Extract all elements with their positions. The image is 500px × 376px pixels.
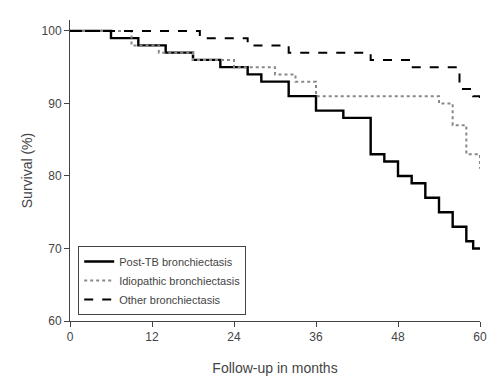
svg-text:70: 70	[48, 242, 62, 256]
svg-text:48: 48	[391, 330, 405, 344]
svg-text:36: 36	[309, 330, 323, 344]
svg-text:90: 90	[48, 97, 62, 111]
svg-text:100: 100	[42, 24, 62, 38]
svg-text:Survival (%): Survival (%)	[19, 133, 35, 208]
svg-text:24: 24	[227, 330, 241, 344]
svg-text:12: 12	[145, 330, 159, 344]
svg-text:Other bronchiectasis: Other bronchiectasis	[119, 294, 220, 306]
svg-text:Follow-up in months: Follow-up in months	[212, 360, 337, 376]
svg-text:Post-TB bronchiectasis: Post-TB bronchiectasis	[119, 256, 233, 268]
svg-text:80: 80	[48, 169, 62, 183]
svg-text:60: 60	[48, 314, 62, 328]
svg-text:Idiopathic bronchiectasis: Idiopathic bronchiectasis	[119, 275, 240, 287]
svg-text:0: 0	[67, 330, 74, 344]
svg-text:60: 60	[473, 330, 487, 344]
